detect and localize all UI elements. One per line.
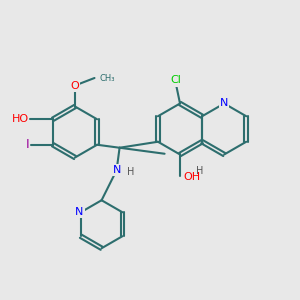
Text: N: N	[220, 98, 228, 109]
Text: N: N	[75, 207, 83, 217]
Text: H: H	[127, 167, 134, 177]
Text: N: N	[112, 165, 121, 175]
Text: OH: OH	[183, 172, 200, 182]
Text: I: I	[26, 138, 30, 151]
Text: CH₃: CH₃	[99, 74, 115, 82]
Text: H: H	[196, 166, 203, 176]
Text: Cl: Cl	[170, 75, 181, 85]
Text: HO: HO	[12, 114, 29, 124]
Text: O: O	[70, 80, 80, 91]
